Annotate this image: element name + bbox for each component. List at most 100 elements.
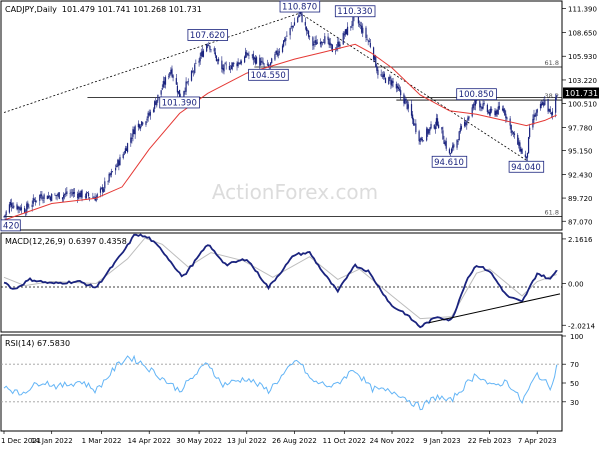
candle-body [195,63,197,64]
candle-body [533,114,535,120]
candle-body [206,44,208,52]
candle-body [434,126,436,130]
candle-body [344,29,347,35]
candle-body [245,51,247,58]
rsi-reference-lines [1,363,562,403]
candle-body [229,68,232,70]
candle-body [145,121,147,125]
candle-body [305,26,307,32]
candle-body [141,121,143,126]
rsi-y-tick-label: 30 [570,399,579,407]
candle-body [20,207,22,211]
candle-body [39,194,41,201]
candle-body [286,35,288,37]
candle-body [513,133,516,135]
x-tick-label: 9 Jan 2023 [423,437,461,445]
candle-body [154,101,156,109]
candle-body [162,81,164,88]
candle-body [77,193,79,199]
candle-body [337,41,339,47]
candle-body [107,181,109,182]
candle-body [232,62,234,67]
candle-body [369,43,371,47]
candle-body [33,199,35,201]
candle-body [346,26,349,35]
candle-body [529,127,531,138]
candle-body [534,115,536,117]
candle-body [171,68,173,77]
candle-body [487,111,490,113]
candle-body [163,81,166,85]
candle-body [124,148,126,154]
candle-body [427,128,429,134]
candle-body [177,91,180,94]
candle-body [152,109,155,112]
candle-body [398,88,401,91]
candle-body [443,140,445,144]
candle-body [283,40,285,47]
candle-body [329,42,331,46]
price-annotation-label: 420 [3,221,19,231]
fib-level-label: 38.2 [545,92,559,100]
candle-body [251,54,253,56]
rsi-y-axis: 100 70 50 30 [562,333,583,407]
candle-body [309,35,311,37]
candle-body [137,123,139,128]
candle-body [322,42,324,44]
candle-body [210,49,212,51]
candle-body [126,143,129,153]
candle-body [400,90,402,96]
rsi-line [3,354,558,411]
candle-body [185,81,187,92]
candle-body [271,58,273,64]
candle-body [468,116,470,119]
candle-body [319,42,322,45]
candle-body [260,60,262,66]
price-y-axis: 111.390 108.650 105.930 103.220 100.510 97.78… [562,5,597,226]
candle-body [110,171,112,175]
candle-body [63,194,65,198]
candle-body [71,193,73,195]
x-tick-label: 26 Aug 2022 [272,437,317,445]
candle-body [275,50,277,54]
candle-body [506,117,508,120]
candle-body [448,149,451,154]
candle-body [168,76,170,77]
candle-body [65,192,67,194]
candle-body [10,203,13,207]
candle-body [84,196,86,198]
candle-body [259,57,261,66]
macd-main-line [3,233,558,329]
candle-body [175,78,177,85]
candle-body [72,192,74,194]
candle-body [313,44,315,45]
candle-body [397,87,400,90]
candle-body [297,17,299,23]
candle-body [56,195,58,196]
candle-body [361,25,363,33]
candle-body [380,74,382,76]
candle-body [298,15,300,18]
candle-body [281,45,284,52]
candle-body [55,195,57,196]
candle-body [396,85,399,89]
candle-body [480,106,482,108]
candle-body [278,51,280,53]
candle-body [87,193,90,197]
candle-body [221,60,223,69]
x-tick-label: 1 Mar 2022 [82,437,122,445]
candle-body [324,36,326,44]
candle-body [86,192,89,193]
price-annotations: 110.870 110.330 107.620 104.550 101.390 100.8… [0,0,545,231]
symbol-label: CADJPY,Daily [5,5,57,14]
candle-body [404,99,406,105]
candle-body [503,108,505,112]
candle-body [368,40,370,43]
candle-body [216,59,219,61]
candle-body [5,211,7,216]
candle-body [389,76,391,79]
candle-body [403,94,405,104]
candle-body [178,89,181,98]
candle-body [122,154,124,158]
